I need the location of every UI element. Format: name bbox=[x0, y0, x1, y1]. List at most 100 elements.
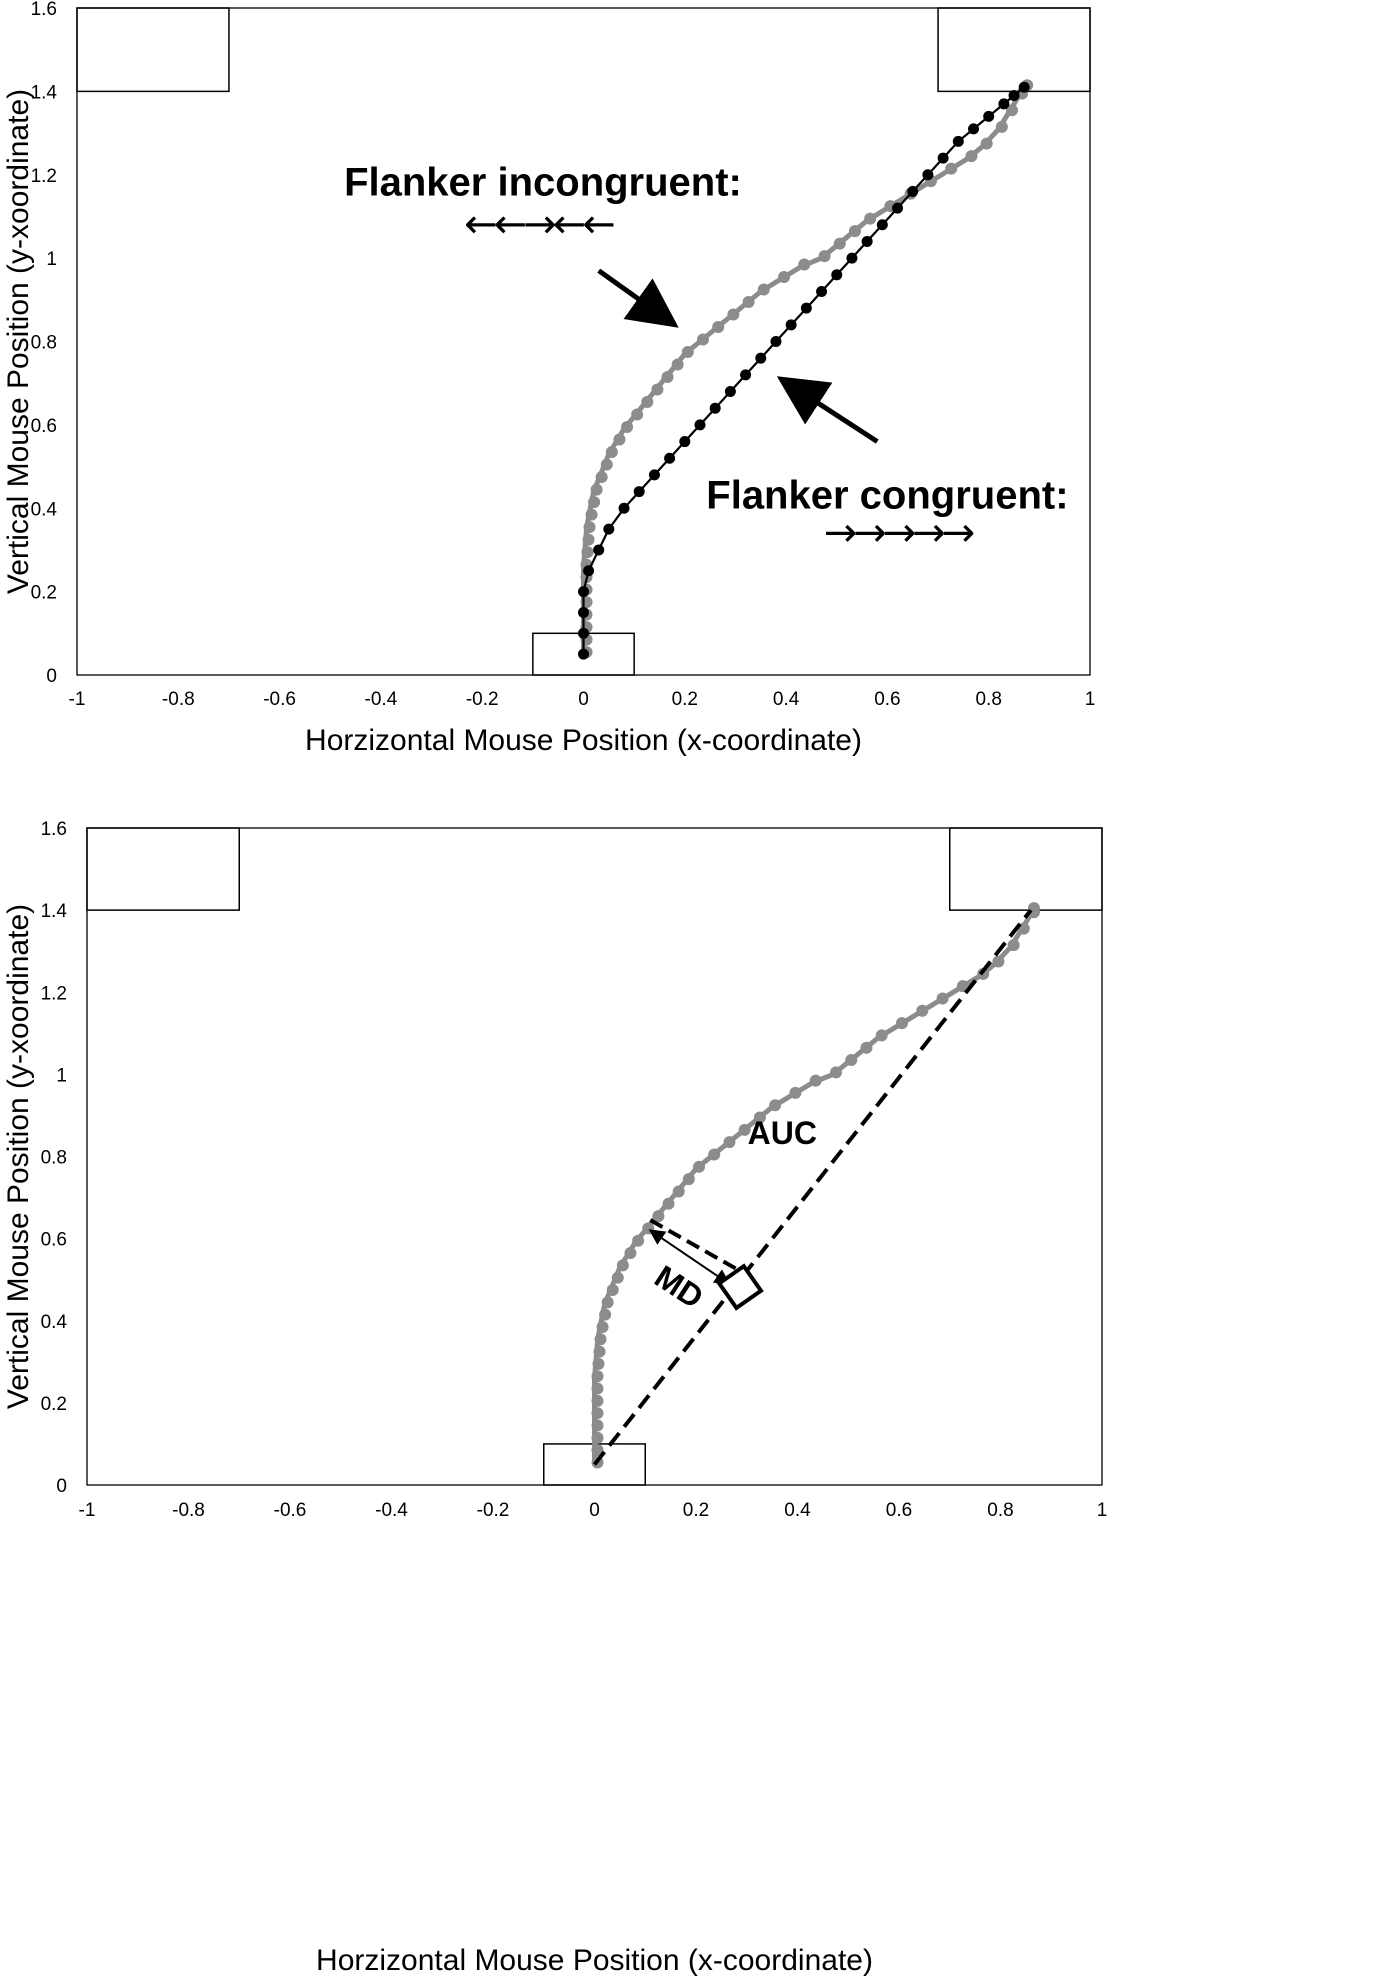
x-axis-title: Horzizontal Mouse Position (x-coordinate… bbox=[305, 724, 862, 757]
y-tick-label: 0.4 bbox=[31, 499, 58, 520]
series-1-point bbox=[785, 319, 797, 331]
series-1-point bbox=[593, 544, 605, 556]
series-1-point bbox=[922, 169, 934, 181]
series-0-point bbox=[582, 533, 595, 546]
x-tick-label: 0.8 bbox=[975, 689, 1001, 710]
series-1-dashed-line bbox=[592, 908, 1033, 1466]
y-tick-label: 1.4 bbox=[41, 901, 68, 922]
y-tick-label: 0.6 bbox=[31, 416, 57, 437]
series-0-point bbox=[585, 508, 598, 521]
series-0-point bbox=[591, 1382, 604, 1395]
series-1-point bbox=[1008, 90, 1020, 102]
series-0-point bbox=[965, 150, 978, 163]
target-box-0 bbox=[86, 827, 240, 911]
x-tick-label: 0.6 bbox=[886, 1500, 912, 1521]
series-1-point bbox=[952, 135, 964, 147]
series-0-point bbox=[591, 1394, 604, 1407]
series-0-point bbox=[992, 955, 1005, 968]
target-box-0 bbox=[76, 7, 230, 93]
series-1-point bbox=[983, 110, 995, 122]
series-0-point bbox=[727, 308, 740, 321]
series-1-point bbox=[892, 202, 904, 214]
x-tick-label: -0.4 bbox=[375, 1500, 408, 1521]
series-1-point bbox=[800, 302, 812, 314]
series-1-point bbox=[694, 419, 706, 431]
annotation-label: Flanker congruent: bbox=[706, 473, 1068, 517]
series-0-point bbox=[624, 1247, 637, 1260]
series-0-point bbox=[845, 1054, 858, 1067]
series-0-point bbox=[708, 1148, 721, 1161]
series-0-point bbox=[1007, 939, 1020, 952]
series-1-point bbox=[664, 452, 676, 464]
series-0-point bbox=[671, 358, 684, 371]
series-0-point bbox=[916, 1004, 929, 1017]
series-0-point bbox=[595, 471, 608, 484]
series-1-point bbox=[578, 586, 589, 598]
series-0-point bbox=[613, 433, 626, 446]
y-tick-label: 1 bbox=[56, 1065, 67, 1086]
x-tick-label: 0.8 bbox=[987, 1500, 1013, 1521]
series-1-point bbox=[816, 285, 828, 297]
series-0-point bbox=[662, 1197, 675, 1210]
y-tick-label: 1.6 bbox=[31, 0, 57, 20]
y-tick-label: 1.2 bbox=[41, 983, 67, 1004]
series-0-point bbox=[896, 1017, 908, 1030]
x-tick-label: -0.8 bbox=[162, 689, 195, 710]
x-axis-title: Horzizontal Mouse Position (x-coordinate… bbox=[316, 1944, 873, 1977]
x-tick-label: 0 bbox=[578, 689, 589, 710]
series-0-point bbox=[661, 371, 674, 384]
target-box-1 bbox=[937, 7, 1091, 93]
series-0-point bbox=[606, 1284, 619, 1297]
series-1-point bbox=[578, 627, 589, 639]
series-0-point bbox=[600, 458, 613, 471]
y-axis-title: Vertical Mouse Position (y-xoordinate) bbox=[2, 89, 35, 594]
x-tick-label: -1 bbox=[79, 1500, 96, 1521]
series-0-point bbox=[1005, 104, 1018, 117]
series-0-point bbox=[641, 396, 654, 409]
y-tick-label: 0.8 bbox=[31, 333, 57, 354]
x-tick-label: -0.6 bbox=[263, 689, 296, 710]
series-0-point bbox=[591, 1370, 604, 1383]
y-tick-label: 0 bbox=[56, 1476, 67, 1497]
series-0-point bbox=[742, 295, 755, 308]
md-double-arrow bbox=[648, 1229, 731, 1285]
y-tick-label: 0.2 bbox=[41, 1394, 67, 1415]
series-0-point bbox=[956, 980, 969, 993]
y-tick-label: 1.4 bbox=[31, 82, 58, 103]
y-tick-label: 1.2 bbox=[31, 166, 57, 187]
x-tick-label: 0.4 bbox=[784, 1500, 811, 1521]
series-1-point bbox=[709, 402, 721, 414]
series-0-point bbox=[580, 596, 593, 609]
annotation-label: AUC bbox=[748, 1115, 817, 1151]
series-0-point bbox=[592, 1357, 605, 1370]
series-1-point bbox=[846, 252, 858, 264]
x-tick-label: -0.2 bbox=[466, 689, 499, 710]
series-0-point bbox=[581, 546, 594, 559]
series-0-point bbox=[605, 446, 618, 459]
series-0-point bbox=[753, 1111, 766, 1124]
series-0-point bbox=[769, 1099, 782, 1112]
series-0-point bbox=[696, 333, 709, 346]
series-0-point bbox=[672, 1185, 685, 1198]
series-1-point bbox=[578, 606, 589, 618]
y-tick-label: 1 bbox=[46, 249, 57, 270]
series-0-point bbox=[631, 408, 644, 421]
series-0-point bbox=[809, 1074, 822, 1087]
series-1-point bbox=[755, 352, 767, 364]
flanker-arrows-annotation: →→→→→ bbox=[824, 510, 974, 556]
series-0-point bbox=[651, 383, 664, 396]
series-0-point bbox=[632, 1234, 645, 1247]
series-1-point bbox=[740, 369, 752, 381]
series-1-point bbox=[648, 469, 660, 481]
series-0-point bbox=[848, 225, 861, 238]
series-0-point bbox=[594, 1333, 607, 1346]
series-0-point bbox=[738, 1123, 751, 1136]
right-angle-marker bbox=[716, 1263, 764, 1311]
series-1-point bbox=[578, 648, 589, 660]
series-1-point bbox=[968, 123, 980, 135]
x-tick-label: -0.4 bbox=[365, 689, 398, 710]
chart-panel-top: -1 -0.8 -0.6 -0.4 -0.2 0 0.2 0.4 0.6 0.8 1 0 0.2 0.4 0… bbox=[2, 0, 1095, 757]
annotation-label: Flanker incongruent: bbox=[344, 161, 742, 205]
series-0-point bbox=[945, 162, 958, 175]
